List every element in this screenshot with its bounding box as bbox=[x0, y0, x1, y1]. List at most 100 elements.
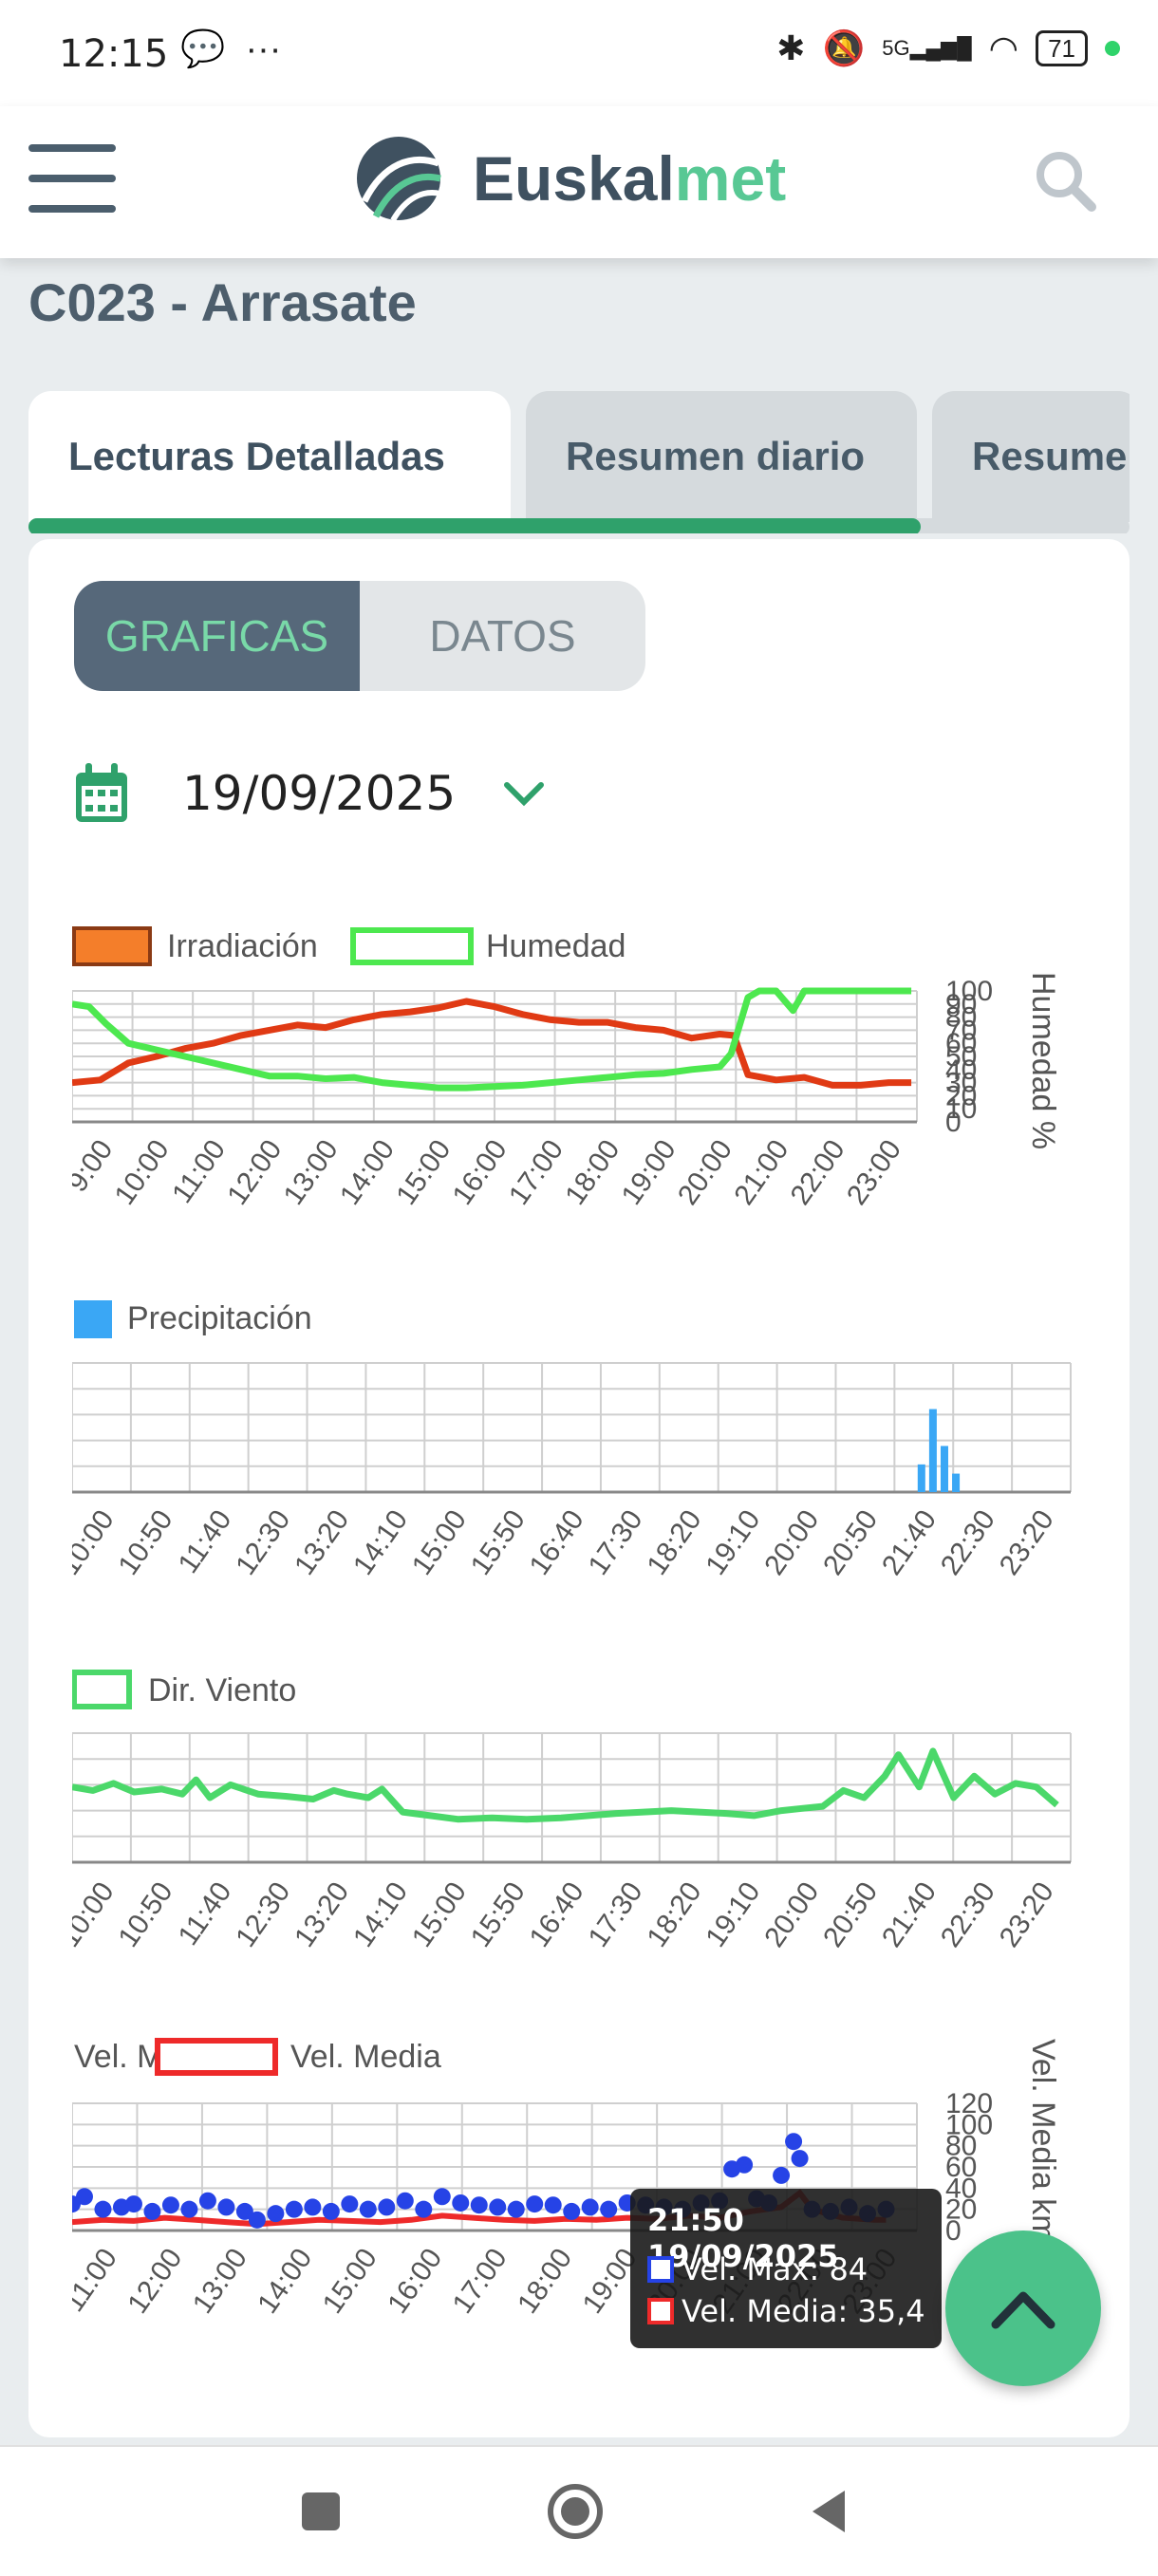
data-point-vel-max[interactable] bbox=[359, 2200, 377, 2218]
y-tick-label: 120 bbox=[945, 2088, 993, 2119]
data-point-vel-max[interactable] bbox=[217, 2198, 235, 2216]
series-line-wind-direction[interactable] bbox=[72, 1747, 1059, 1823]
network-type-label: 5G bbox=[882, 36, 910, 60]
x-tick-label: 15:00 bbox=[390, 1134, 457, 1210]
series-line-irradiation[interactable] bbox=[72, 998, 912, 1089]
data-point-vel-max[interactable] bbox=[433, 2188, 451, 2206]
data-point-vel-max[interactable] bbox=[94, 2200, 112, 2218]
view-toggle: GRAFICAS DATOS bbox=[74, 581, 645, 691]
x-tick-label: 20:50 bbox=[817, 1876, 884, 1952]
back-icon[interactable] bbox=[799, 2481, 860, 2542]
scroll-to-top-button[interactable] bbox=[945, 2231, 1101, 2386]
legend-swatch-precipitation[interactable] bbox=[74, 1300, 112, 1338]
x-tick-label: 20:00 bbox=[758, 1504, 825, 1580]
legend-swatch-wind-direction[interactable] bbox=[72, 1670, 132, 1709]
precipitation-bar[interactable] bbox=[952, 1473, 961, 1492]
x-tick-label: 12:00 bbox=[221, 1134, 288, 1210]
legend-swatch-irradiation[interactable] bbox=[72, 926, 152, 966]
data-point-vel-max[interactable] bbox=[581, 2198, 599, 2216]
tooltip-value-vel-media: Vel. Media: 35,4 bbox=[682, 2293, 925, 2329]
data-point-vel-max[interactable] bbox=[736, 2156, 754, 2174]
app-logo[interactable]: Euskalmet bbox=[355, 135, 786, 222]
tooltip-row-vel-max: Vel. Max: 84 bbox=[647, 2251, 868, 2287]
x-tick-label: 18:20 bbox=[641, 1876, 707, 1952]
x-tick-label: 19:00 bbox=[616, 1134, 682, 1210]
tab-lecturas-detalladas[interactable]: Lecturas Detalladas bbox=[28, 391, 511, 522]
tab-resumen-diario[interactable]: Resumen diario bbox=[526, 391, 917, 522]
tooltip-value-vel-max: Vel. Max: 84 bbox=[682, 2251, 868, 2287]
data-point-vel-max[interactable] bbox=[75, 2188, 93, 2206]
x-tick-label: 16:40 bbox=[524, 1876, 590, 1952]
data-point-vel-max[interactable] bbox=[415, 2200, 433, 2218]
data-point-vel-max[interactable] bbox=[378, 2198, 396, 2216]
x-tick-label: 10:00 bbox=[72, 1876, 121, 1952]
data-point-vel-max[interactable] bbox=[526, 2195, 544, 2213]
data-point-vel-max[interactable] bbox=[396, 2192, 414, 2210]
x-tick-label: 12:00 bbox=[121, 2243, 188, 2319]
chart-tooltip: 21:50 19/09/2025 Vel. Max: 84 Vel. Media… bbox=[630, 2189, 942, 2348]
x-tick-label: 17:30 bbox=[583, 1876, 649, 1952]
y-axis-label-vel-media: Vel. Media km/h bbox=[1025, 2039, 1061, 2268]
recent-apps-icon[interactable] bbox=[290, 2481, 351, 2542]
x-tick-label: 14:10 bbox=[347, 1876, 414, 1952]
y-tick-label: 50 bbox=[945, 1041, 977, 1073]
x-tick-label: 15:00 bbox=[317, 2243, 383, 2319]
chevron-up-icon bbox=[991, 2291, 1055, 2329]
graphs-toggle-button[interactable]: GRAFICAS bbox=[74, 581, 360, 691]
data-point-vel-max[interactable] bbox=[452, 2193, 470, 2212]
data-point-vel-max[interactable] bbox=[600, 2200, 618, 2218]
data-point-vel-max[interactable] bbox=[341, 2195, 359, 2213]
data-point-vel-max[interactable] bbox=[124, 2195, 142, 2213]
data-point-vel-max[interactable] bbox=[248, 2211, 266, 2229]
legend-swatch-humidity[interactable] bbox=[350, 927, 474, 965]
data-point-vel-max[interactable] bbox=[235, 2202, 253, 2220]
data-point-vel-max[interactable] bbox=[143, 2202, 161, 2220]
page-title: C023 - Arrasate bbox=[28, 272, 417, 332]
precipitation-bar[interactable] bbox=[917, 1464, 925, 1492]
data-point-vel-max[interactable] bbox=[161, 2196, 179, 2214]
tab-resumen[interactable]: Resume bbox=[932, 391, 1130, 522]
data-point-vel-max[interactable] bbox=[267, 2205, 285, 2223]
y-tick-label: 20 bbox=[945, 2194, 977, 2226]
system-navigation-bar bbox=[0, 2445, 1158, 2576]
search-icon[interactable] bbox=[1031, 146, 1099, 215]
x-tick-label: 14:00 bbox=[334, 1134, 401, 1210]
x-tick-label: 22:30 bbox=[935, 1876, 1001, 1952]
data-toggle-button[interactable]: DATOS bbox=[360, 581, 645, 691]
series-line-humidity[interactable] bbox=[72, 987, 912, 1092]
data-point-vel-max[interactable] bbox=[180, 2200, 198, 2218]
tooltip-swatch-vel-max bbox=[647, 2256, 674, 2283]
data-point-vel-max[interactable] bbox=[544, 2196, 562, 2214]
y-tick-label: 70 bbox=[945, 1015, 977, 1046]
y-tick-label: 20 bbox=[945, 1080, 977, 1111]
x-tick-label: 15:00 bbox=[406, 1876, 473, 1952]
y-tick-label: 0 bbox=[945, 2215, 962, 2247]
data-point-vel-max[interactable] bbox=[285, 2200, 303, 2218]
legend-swatch-vel-media[interactable] bbox=[155, 2038, 278, 2076]
data-point-vel-max[interactable] bbox=[322, 2202, 340, 2220]
x-tick-label: 13:00 bbox=[187, 2243, 253, 2319]
data-point-vel-max[interactable] bbox=[773, 2166, 791, 2184]
data-point-vel-max[interactable] bbox=[785, 2133, 803, 2151]
data-point-vel-max[interactable] bbox=[489, 2198, 507, 2216]
legend-label-vel-media: Vel. Media bbox=[290, 2039, 441, 2075]
x-tick-label: 13:20 bbox=[289, 1876, 355, 1952]
data-point-vel-max[interactable] bbox=[198, 2192, 216, 2210]
data-point-vel-max[interactable] bbox=[304, 2198, 322, 2216]
y-tick-label: 10 bbox=[945, 1093, 977, 1125]
menu-icon[interactable] bbox=[28, 144, 116, 213]
data-point-vel-max[interactable] bbox=[791, 2150, 809, 2168]
x-tick-label: 20:00 bbox=[672, 1134, 738, 1210]
precipitation-bar[interactable] bbox=[928, 1409, 937, 1492]
x-tick-label: 20:00 bbox=[758, 1876, 825, 1952]
x-tick-label: 22:00 bbox=[785, 1134, 851, 1210]
home-icon[interactable] bbox=[545, 2481, 606, 2542]
data-point-vel-max[interactable] bbox=[470, 2196, 488, 2214]
date-picker[interactable]: 19/09/2025 bbox=[74, 748, 606, 839]
x-tick-label: 13:00 bbox=[278, 1134, 345, 1210]
precipitation-bar[interactable] bbox=[940, 1446, 948, 1492]
tooltip-title: 21:50 19/09/2025 bbox=[647, 2202, 839, 2274]
x-tick-label: 21:40 bbox=[876, 1876, 943, 1952]
data-point-vel-max[interactable] bbox=[507, 2200, 525, 2218]
data-point-vel-max[interactable] bbox=[563, 2202, 581, 2220]
